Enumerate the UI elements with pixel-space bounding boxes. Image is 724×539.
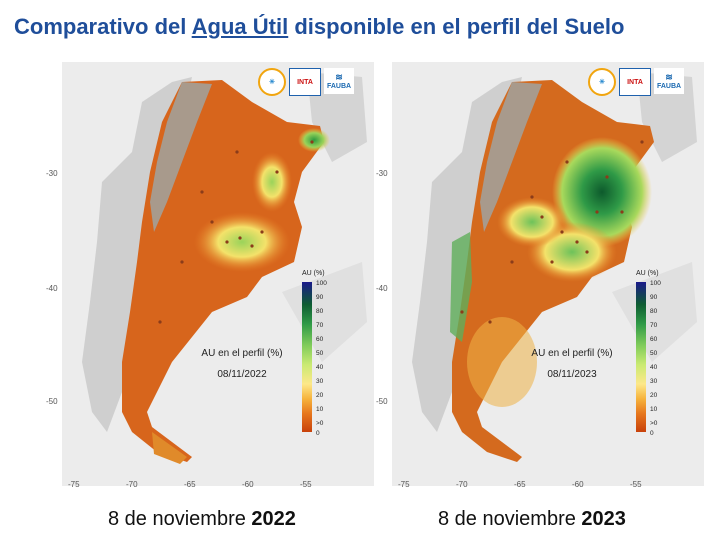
- legend-title: AU (%): [302, 270, 325, 277]
- argentina-map-2022: [82, 72, 367, 464]
- map-label-title: AU en el perfil (%): [531, 348, 613, 359]
- x-tick: -70: [456, 480, 468, 489]
- y-tick: -50: [376, 397, 388, 406]
- map-label-title: AU en el perfil (%): [201, 348, 283, 359]
- x-tick: -60: [242, 480, 254, 489]
- legend-label: 10: [650, 406, 658, 413]
- inta-logo-icon: INTA: [289, 68, 321, 96]
- caption-year: 2022: [251, 508, 296, 530]
- legend-color-bar: [302, 282, 312, 432]
- x-tick: -75: [398, 480, 410, 489]
- legend-label: 70: [316, 322, 324, 329]
- caption-text: 8 de noviembre: [438, 508, 582, 530]
- legend-label: 60: [650, 336, 658, 343]
- map-label-2022: AU en el perfil (%) 08/11/2022: [182, 348, 302, 380]
- x-tick: -65: [514, 480, 526, 489]
- fauba-logo-icon: ≋ FAUBA: [324, 68, 354, 94]
- legend-label: 100: [650, 280, 661, 287]
- y-tick: -50: [46, 397, 58, 406]
- page-title: Comparativo del Agua Útil disponible en …: [14, 14, 624, 40]
- title-prefix: Comparativo del: [14, 14, 192, 39]
- argentina-map-2023: [412, 72, 697, 462]
- fauba-logo-text: FAUBA: [326, 83, 352, 90]
- legend-label: 20: [316, 392, 324, 399]
- x-tick: -70: [126, 480, 138, 489]
- ora-logo-icon: ☀: [588, 68, 616, 96]
- legend-label: 20: [650, 392, 658, 399]
- legend-color-bar: [636, 282, 646, 432]
- logo-group-2022: ☀ INTA ≋ FAUBA: [258, 68, 354, 96]
- logo-group-2023: ☀ INTA ≋ FAUBA: [588, 68, 684, 96]
- legend-label: 0: [316, 430, 320, 437]
- legend-label: 80: [316, 308, 324, 315]
- legend-label: 30: [316, 378, 324, 385]
- x-tick: -60: [572, 480, 584, 489]
- map-label-2023: AU en el perfil (%) 08/11/2023: [512, 348, 632, 380]
- inta-logo-text: INTA: [627, 78, 643, 86]
- x-tick: -55: [630, 480, 642, 489]
- y-tick: -30: [46, 169, 58, 178]
- legend-label: 100: [316, 280, 327, 287]
- legend-label: >0: [650, 420, 658, 427]
- y-tick: -40: [376, 284, 388, 293]
- map-panel-2023: ☀ INTA ≋ FAUBA AU en el perfil (%) 08/11/…: [392, 62, 704, 486]
- legend-label: 50: [650, 350, 658, 357]
- legend-label: 40: [316, 364, 324, 371]
- fauba-logo-icon: ≋ FAUBA: [654, 68, 684, 94]
- legend-label: 70: [650, 322, 658, 329]
- title-highlight: Agua Útil: [191, 14, 289, 39]
- legend-label: 30: [650, 378, 658, 385]
- x-tick: -75: [68, 480, 80, 489]
- legend-label: 60: [316, 336, 324, 343]
- legend-label: 50: [316, 350, 324, 357]
- legend-title: AU (%): [636, 270, 659, 277]
- caption-2023: 8 de noviembre 2023: [438, 508, 626, 531]
- fauba-logo-text: FAUBA: [656, 83, 682, 90]
- map-panel-2022: ☀ INTA ≋ FAUBA AU en el perfil (%) 08/11/…: [62, 62, 374, 486]
- legend-label: 10: [316, 406, 324, 413]
- legend-label: 90: [650, 294, 658, 301]
- caption-2022: 8 de noviembre 2022: [108, 508, 296, 531]
- caption-year: 2023: [581, 508, 626, 530]
- legend-2023: AU (%) 100 90 80 70 60 50 40 30 20 10 >0…: [636, 270, 670, 437]
- map-label-date: 08/11/2023: [547, 369, 597, 380]
- x-tick: -55: [300, 480, 312, 489]
- legend-label: >0: [316, 420, 324, 427]
- legend-2022: AU (%) 100 90 80 70 60 50 40 30 20 10 >0…: [302, 270, 336, 437]
- y-tick: -40: [46, 284, 58, 293]
- y-tick: -30: [376, 169, 388, 178]
- inta-logo-icon: INTA: [619, 68, 651, 96]
- title-suffix: disponible en el perfil del Suelo: [288, 14, 625, 39]
- legend-label: 80: [650, 308, 658, 315]
- legend-label: 90: [316, 294, 324, 301]
- inta-logo-text: INTA: [297, 78, 313, 86]
- map-label-date: 08/11/2022: [217, 369, 267, 380]
- ora-logo-icon: ☀: [258, 68, 286, 96]
- caption-text: 8 de noviembre: [108, 508, 252, 530]
- legend-label: 40: [650, 364, 658, 371]
- legend-label: 0: [650, 430, 654, 437]
- x-tick: -65: [184, 480, 196, 489]
